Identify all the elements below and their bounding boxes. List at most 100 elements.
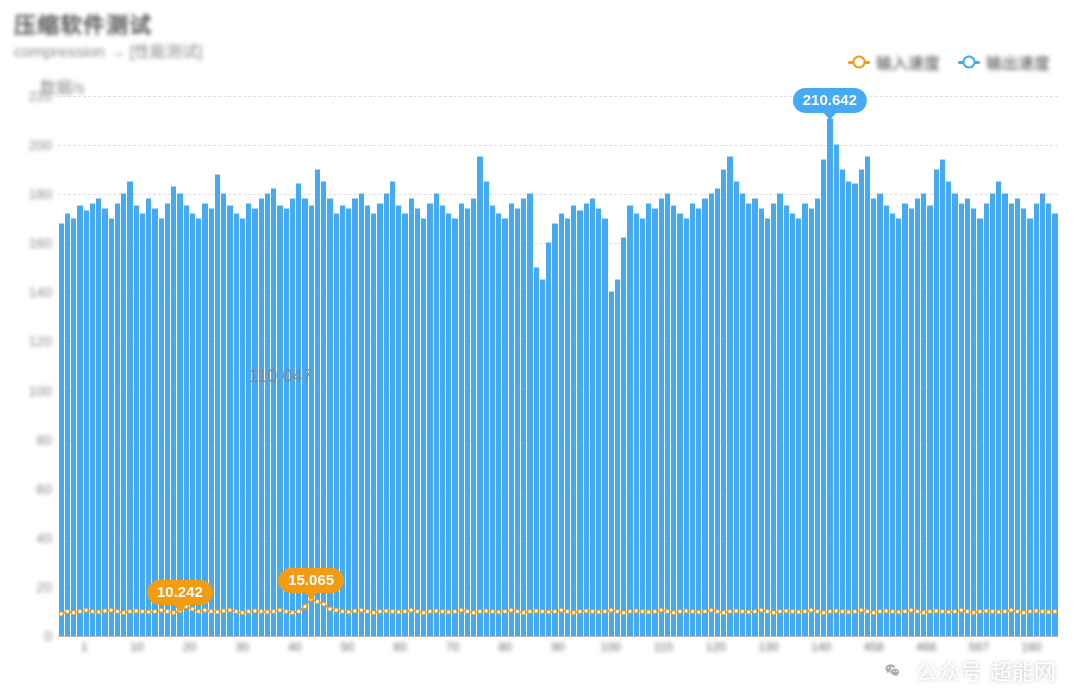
blue-bar [115, 203, 120, 636]
blue-bar [796, 218, 801, 636]
x-tick-label: 30 [216, 640, 269, 680]
blue-bar [346, 208, 351, 636]
blue-bar [596, 208, 601, 636]
chart-subtitle: compression → [性能测试] [14, 38, 203, 62]
blue-bar [190, 213, 195, 636]
blue-bar [896, 218, 901, 636]
blue-bar [877, 193, 882, 636]
blue-bar [465, 208, 470, 636]
blue-bar [590, 198, 595, 636]
y-tick-label: 220 [29, 88, 52, 104]
blue-bar [615, 279, 620, 636]
blue-bar [446, 213, 451, 636]
blue-bar [927, 205, 932, 636]
blue-bar [871, 198, 876, 636]
blue-bar [271, 188, 276, 636]
blue-bar [377, 203, 382, 636]
x-tick-label: 110 [637, 640, 690, 680]
y-tick-label: 80 [36, 432, 52, 448]
blue-bar [384, 193, 389, 636]
blue-bar [152, 208, 157, 636]
blue-bar [102, 208, 107, 636]
blue-bar [359, 193, 364, 636]
blue-bar [315, 169, 320, 636]
blue-bar [852, 183, 857, 636]
x-tick-label: 80 [479, 640, 532, 680]
blue-bar [602, 218, 607, 636]
blue-bar [434, 193, 439, 636]
legend-label-blue: 输出速度 [986, 50, 1050, 74]
blue-bar [240, 218, 245, 636]
blue-bar [702, 198, 707, 636]
blue-bar [609, 291, 614, 636]
blue-bar [959, 203, 964, 636]
blue-bar [109, 218, 114, 636]
chart-root: 压缩软件测试 compression → [性能测试] 数据/s 输入速度 输出… [0, 0, 1080, 699]
blue-bar [709, 193, 714, 636]
blue-bar [640, 218, 645, 636]
blue-bar [646, 203, 651, 636]
blue-bar [965, 198, 970, 636]
blue-bar [265, 193, 270, 636]
blue-bar [402, 213, 407, 636]
wechat-icon [878, 656, 908, 686]
blue-bar [634, 213, 639, 636]
blue-bar [459, 203, 464, 636]
watermark: 公众号 超能网 [878, 655, 1056, 687]
y-tick-label: 60 [36, 481, 52, 497]
blue-bar [490, 205, 495, 636]
blue-bar [946, 181, 951, 636]
blue-bar [659, 198, 664, 636]
blue-bar [977, 218, 982, 636]
blue-bar [890, 213, 895, 636]
blue-bar [134, 205, 139, 636]
blue-bar [671, 205, 676, 636]
x-tick-label: 10 [111, 640, 164, 680]
callout-orange: 15.065 [278, 568, 344, 593]
callout-blue: 210.642 [793, 88, 867, 113]
x-tick-label: 20 [163, 640, 216, 680]
y-tick-label: 100 [29, 383, 52, 399]
blue-bar [765, 218, 770, 636]
bars-container [58, 96, 1058, 636]
blue-bar [677, 213, 682, 636]
blue-bar [821, 159, 826, 636]
x-tick-label: 1 [58, 640, 111, 680]
blue-bar [165, 203, 170, 636]
x-tick-label: 100 [584, 640, 637, 680]
blue-bar [421, 218, 426, 636]
annotation-plain: 110.047 [249, 366, 313, 387]
x-tick-label: 40 [269, 640, 322, 680]
blue-bar [1021, 208, 1026, 636]
blue-bar [777, 193, 782, 636]
blue-bar [559, 213, 564, 636]
blue-bar [546, 242, 551, 636]
blue-bar [840, 169, 845, 636]
chart-title: 压缩软件测试 [14, 8, 152, 40]
blue-bar [534, 267, 539, 636]
blue-bar [790, 213, 795, 636]
legend-swatch-blue [958, 61, 980, 64]
blue-bar [146, 198, 151, 636]
blue-bar [771, 203, 776, 636]
blue-bar [452, 218, 457, 636]
blue-bar [234, 213, 239, 636]
blue-bar [984, 203, 989, 636]
blue-bar [621, 237, 626, 636]
blue-bar [171, 186, 176, 636]
blue-bar [371, 213, 376, 636]
blue-bar [1052, 213, 1057, 636]
blue-bar [140, 213, 145, 636]
blue-bar [1015, 198, 1020, 636]
blue-bar [565, 218, 570, 636]
blue-bar [759, 208, 764, 636]
blue-bar [990, 193, 995, 636]
blue-bar [96, 198, 101, 636]
blue-bar [846, 181, 851, 636]
blue-bar [127, 181, 132, 636]
blue-bar [65, 213, 70, 636]
blue-bar [515, 208, 520, 636]
blue-bar [484, 181, 489, 636]
blue-bar [390, 181, 395, 636]
y-tick-label: 0 [44, 628, 52, 644]
